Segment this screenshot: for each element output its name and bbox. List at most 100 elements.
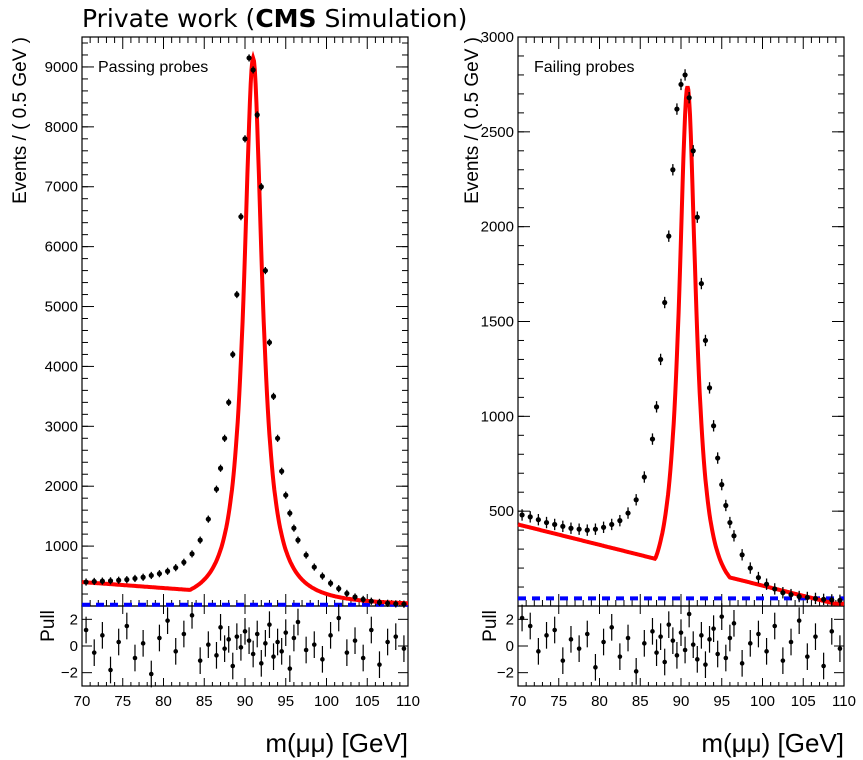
data-point <box>116 577 122 583</box>
figure-title: Private work (CMS Simulation) <box>82 4 467 33</box>
data-point <box>295 537 301 543</box>
y-tick-label: 5000 <box>45 299 78 316</box>
data-point <box>690 148 696 154</box>
data-point <box>91 578 97 585</box>
data-point <box>132 575 138 582</box>
data-point <box>124 577 130 583</box>
x-axis-title: m(μμ) [GeV] <box>701 728 844 758</box>
data-point <box>283 492 289 498</box>
pull-point <box>189 613 195 618</box>
pull-point <box>148 671 154 677</box>
data-point <box>731 533 737 539</box>
pull-point <box>552 627 557 633</box>
data-point <box>205 516 211 522</box>
pull-point <box>165 618 170 623</box>
pull-point <box>83 627 89 633</box>
pull-point <box>739 661 745 666</box>
pull-point <box>267 622 272 627</box>
data-point <box>279 468 285 474</box>
pull-point <box>271 654 276 659</box>
pull-point <box>259 661 264 666</box>
y-tick-label: 9000 <box>45 59 78 76</box>
data-point <box>291 525 297 531</box>
data-point <box>723 502 729 509</box>
x-tick-label: 100 <box>314 693 339 710</box>
x-tick-label: 90 <box>237 693 254 710</box>
pull-point <box>393 634 399 639</box>
y-tick-label: 500 <box>489 503 514 520</box>
pull-point <box>279 649 284 654</box>
pull-point <box>727 635 733 641</box>
y-tick-label: 6000 <box>45 239 78 256</box>
data-point <box>560 523 566 529</box>
data-point <box>796 593 802 600</box>
pull-point <box>197 658 203 663</box>
data-point <box>250 67 256 73</box>
data-point <box>107 578 114 584</box>
pull-point <box>719 614 725 619</box>
data-point <box>327 580 334 586</box>
pull-point <box>756 631 761 637</box>
pull-point <box>821 663 826 669</box>
data-point <box>666 233 672 239</box>
data-point <box>83 579 89 585</box>
y-axis-title: Events / ( 0.5 GeV ) <box>462 37 483 204</box>
y-tick-label: 2000 <box>481 219 514 236</box>
x-tick-label: 105 <box>355 693 380 710</box>
data-point <box>678 81 684 88</box>
pull-point <box>633 669 639 674</box>
x-tick-label: 85 <box>196 693 213 710</box>
x-tick-label: 100 <box>750 693 775 710</box>
data-point <box>674 106 680 112</box>
pull-y-tick-label: −2 <box>61 665 78 682</box>
pull-point <box>666 622 672 627</box>
signal-fit-curve <box>517 85 844 606</box>
data-point <box>148 572 154 579</box>
data-point <box>189 551 195 557</box>
y-axis-title: Events / ( 0.5 GeV ) <box>10 37 31 204</box>
x-tick-label: 95 <box>713 693 730 710</box>
data-point <box>238 214 244 220</box>
pull-point <box>377 662 382 667</box>
data-point <box>140 574 146 580</box>
data-point <box>543 519 550 526</box>
data-point <box>653 404 660 410</box>
pull-point <box>609 625 615 630</box>
pull-point <box>715 651 720 657</box>
pull-y-tick-label: 0 <box>70 638 78 655</box>
pull-point <box>805 654 810 659</box>
pull-point <box>401 646 407 651</box>
data-point <box>99 578 105 584</box>
data-point <box>755 574 762 581</box>
data-point <box>242 136 248 142</box>
pull-point <box>764 649 769 654</box>
pull-axis-title: Pull <box>38 610 59 642</box>
main-plot-frame <box>81 36 409 607</box>
data-point <box>181 559 187 565</box>
pull-point <box>369 627 374 633</box>
data-point <box>270 393 277 399</box>
x-tick-label: 105 <box>791 693 816 710</box>
pull-point <box>593 665 598 670</box>
data-point <box>670 167 676 173</box>
data-point <box>633 497 639 503</box>
data-point <box>592 526 599 532</box>
data-point <box>763 581 770 587</box>
data-point <box>711 423 717 429</box>
data-point <box>303 552 309 558</box>
pull-point <box>218 625 223 630</box>
pull-point <box>601 639 606 645</box>
pull-point <box>230 663 236 669</box>
data-point <box>698 280 704 287</box>
y-tick-label: 3000 <box>481 29 514 46</box>
data-point <box>662 299 668 306</box>
pull-point <box>385 639 390 645</box>
data-point <box>234 291 240 298</box>
passing-probes-panel: 70 75 80 85 90 95 100 105 110 1000 2000 3000 4000 500… <box>10 36 420 758</box>
x-tick-label: 70 <box>510 693 527 710</box>
data-point <box>719 482 725 488</box>
data-point <box>715 455 721 461</box>
data-point <box>686 95 692 101</box>
data-point <box>287 510 293 516</box>
